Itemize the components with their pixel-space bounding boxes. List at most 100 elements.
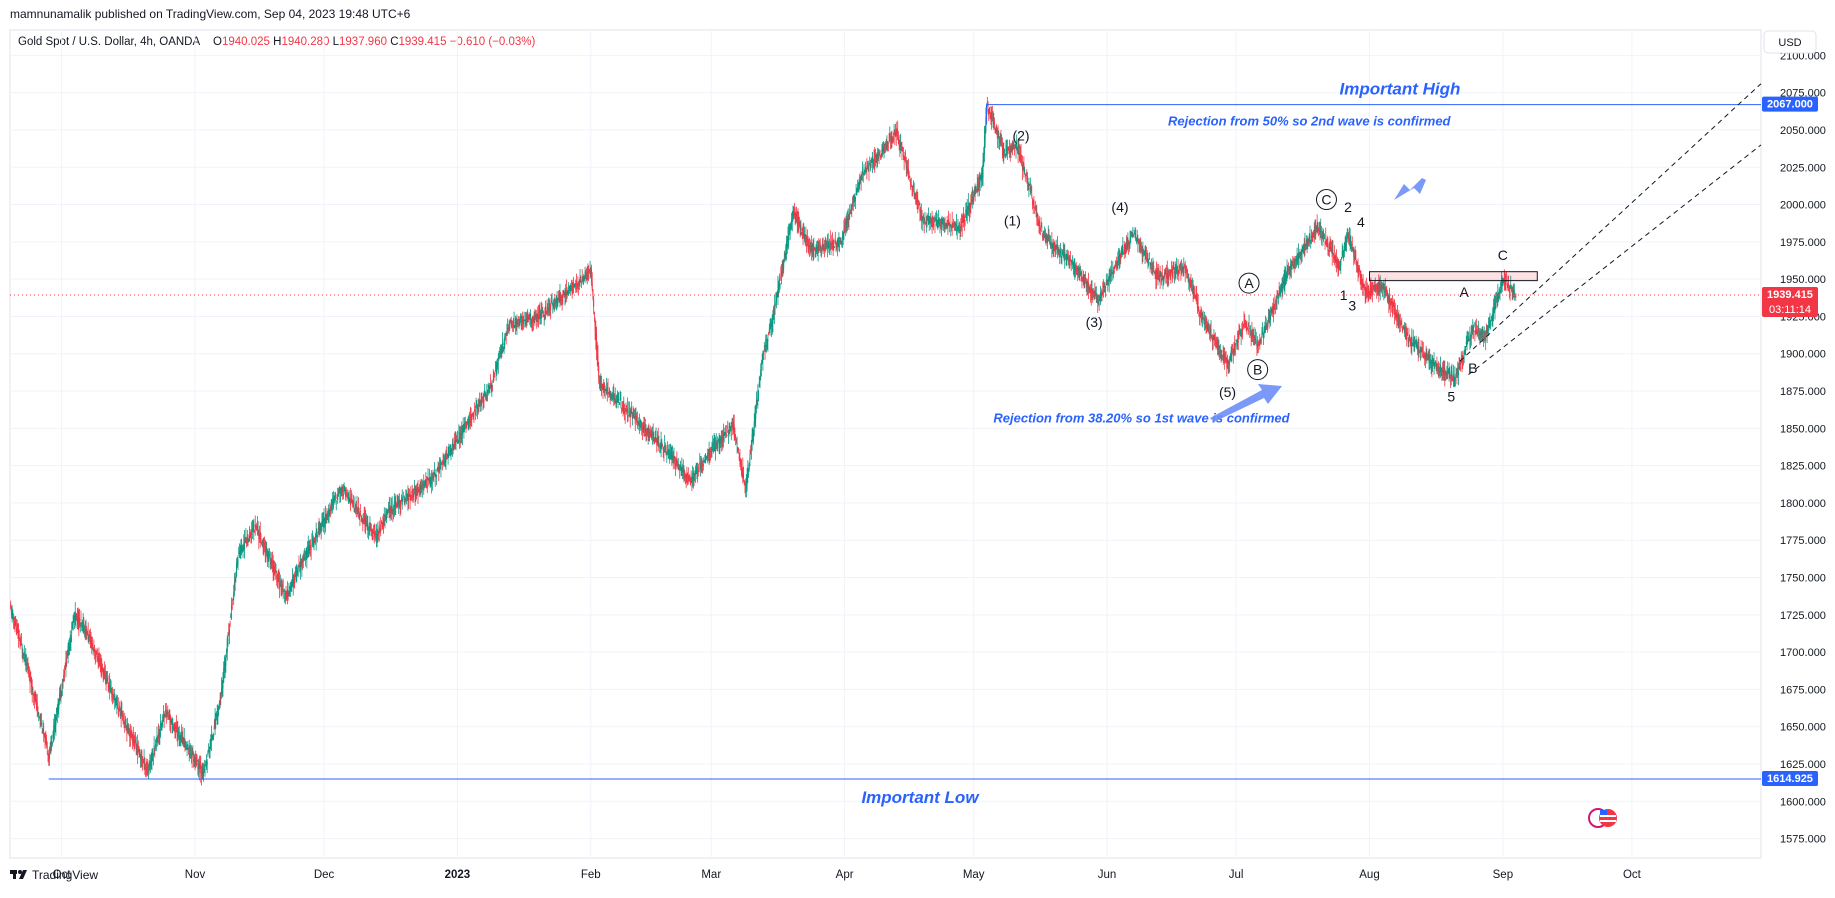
candle-body [454, 441, 456, 447]
candle-body [1027, 183, 1029, 186]
candle-body [793, 212, 795, 216]
candle-body [862, 169, 864, 174]
candle-body [1069, 263, 1071, 266]
candle-body [216, 714, 218, 717]
currency-button-label[interactable]: USD [1778, 37, 1801, 49]
candle-body [1026, 175, 1028, 184]
candle-body [824, 246, 826, 251]
time-axis[interactable]: Oct Nov Dec 2023 Feb Mar Apr May Jun Jul Aug Sep Oct [53, 869, 1642, 881]
candle-body [299, 560, 301, 572]
candle-body [1227, 360, 1229, 369]
candle-body [189, 754, 191, 756]
candle-body [152, 755, 154, 757]
candle-body [722, 440, 724, 442]
candle-body [119, 712, 121, 716]
tradingview-brand[interactable]: TradingView [32, 868, 98, 882]
candle-body [543, 314, 545, 317]
candle-body [1252, 332, 1254, 338]
candle-body [1022, 166, 1024, 169]
candle-body [459, 433, 461, 439]
candle-body [147, 766, 149, 774]
candle-body [207, 751, 209, 755]
candle-body [1284, 274, 1286, 285]
candle-body [1249, 328, 1251, 330]
candle-body [679, 464, 681, 469]
candle-body [1049, 241, 1051, 246]
candle-body [1128, 241, 1130, 246]
candle-body [616, 395, 618, 399]
tradingview-logo[interactable]: TradingView [10, 868, 98, 882]
candle-body [966, 209, 968, 219]
candle-body [1318, 229, 1320, 233]
candle-body [405, 496, 407, 500]
candle-body [1339, 267, 1341, 268]
candle-body [760, 369, 762, 377]
candle-body [1514, 296, 1516, 298]
candle-body [1245, 321, 1247, 326]
candle-body [642, 427, 644, 431]
important-low-price-label[interactable]: 1614.925 [1767, 773, 1813, 785]
candle-body [954, 222, 956, 225]
candle-body [888, 140, 890, 143]
candle-body [1512, 289, 1514, 291]
candle-body [162, 714, 164, 722]
candle-body [708, 449, 710, 456]
price-axis[interactable]: 1575.0001600.0001625.0001650.0001675.000… [1762, 50, 1826, 846]
candle-body [464, 422, 466, 430]
candle-body [711, 449, 713, 451]
candle-body [1449, 371, 1451, 377]
candle-body [1192, 289, 1194, 292]
candle-body [1157, 276, 1159, 280]
candle-body [1179, 269, 1181, 271]
candle-body [1498, 293, 1500, 300]
candle-body [217, 713, 219, 715]
candle-body [766, 339, 768, 343]
candle-body [1513, 289, 1515, 295]
candle-body [70, 638, 72, 642]
candle-body [776, 292, 778, 303]
arrow-icon [1394, 178, 1426, 200]
candle-body [600, 383, 602, 388]
candle-body [607, 387, 609, 391]
candle-body [188, 748, 190, 750]
time-tick-label: Sep [1493, 869, 1513, 881]
candle-body [1263, 328, 1265, 335]
symbol-name[interactable]: Gold Spot / U.S. Dollar, 4h, OANDA [18, 36, 200, 48]
currency-button[interactable]: USD [1763, 30, 1817, 54]
candle-body [997, 130, 999, 135]
candle-body [400, 501, 402, 507]
candle-body [1180, 270, 1182, 273]
last-price-label[interactable]: 1939.415 [1767, 289, 1813, 301]
candle-body [707, 452, 709, 457]
candle-body [582, 276, 584, 283]
candle-body [902, 148, 904, 150]
candle-body [590, 270, 592, 272]
candle-body [395, 504, 397, 507]
candle-body [382, 522, 384, 526]
important-high-price-label[interactable]: 2067.000 [1767, 99, 1813, 111]
candle-body [1389, 303, 1391, 308]
close-label: C [390, 36, 398, 48]
candle-body [1011, 144, 1013, 152]
candle-body [204, 769, 206, 771]
flag-icon[interactable] [1588, 808, 1617, 828]
candle-body [585, 274, 587, 280]
candle-body [602, 383, 604, 391]
candle-body [279, 583, 281, 587]
candle-body [1085, 278, 1087, 280]
symbol-legend[interactable]: Gold Spot / U.S. Dollar, 4h, OANDA [18, 36, 200, 48]
candles [10, 96, 1517, 786]
candle-body [1427, 359, 1429, 361]
price-tick-label: 1950.000 [1780, 274, 1826, 286]
candle-body [425, 480, 427, 484]
wave-label-circle [1315, 189, 1337, 211]
candle-body [492, 379, 494, 383]
candle-body [710, 448, 712, 454]
candle-body [401, 496, 403, 505]
candle-body [1077, 268, 1079, 276]
candle-body [1300, 251, 1302, 257]
candle-body [94, 650, 96, 654]
candle-body [269, 553, 271, 557]
